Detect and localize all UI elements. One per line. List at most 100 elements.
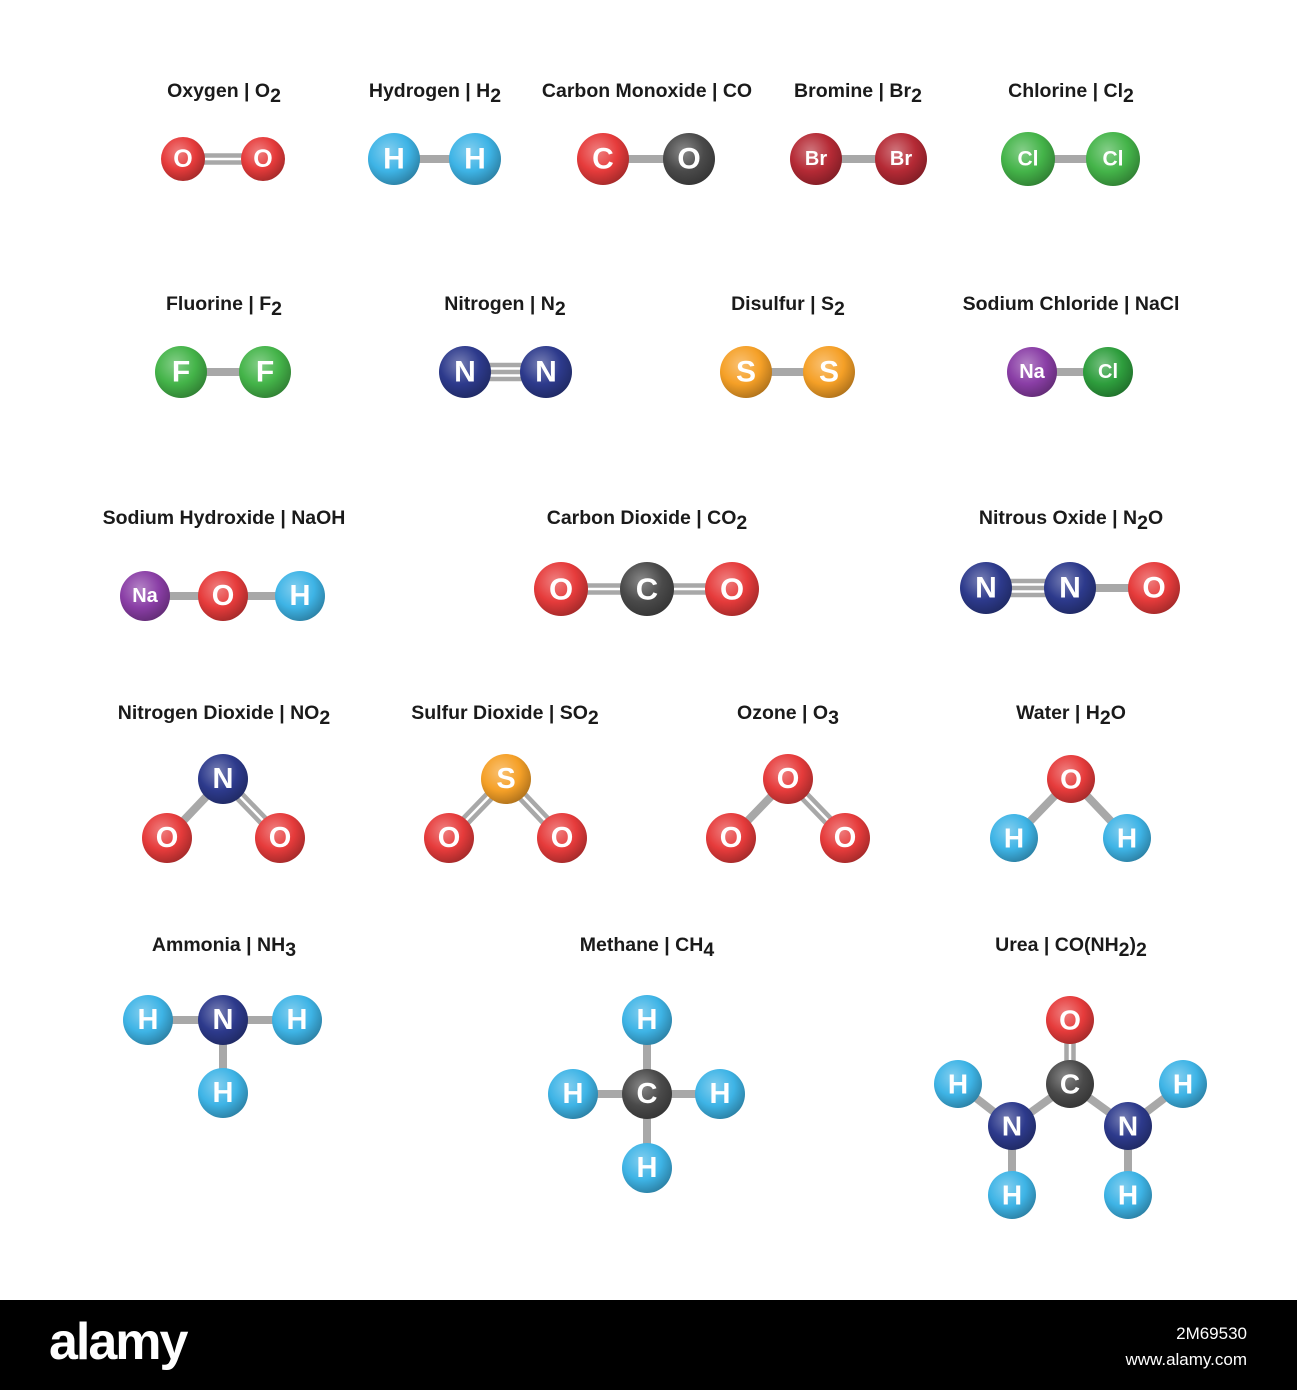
atom-sphere	[161, 137, 205, 181]
atom-sphere	[1044, 562, 1096, 614]
atom-sphere	[1083, 347, 1133, 397]
atom-label: H	[637, 1004, 658, 1036]
atom-sphere	[820, 813, 870, 863]
atom-sulfur-dioxide-1: O	[424, 813, 474, 863]
atom-label: H	[1002, 1180, 1022, 1211]
atom-sphere	[622, 1069, 672, 1119]
molecule-title-sodium-chloride: Sodium Chloride | NaCl	[963, 293, 1180, 315]
atom-label: S	[819, 356, 839, 389]
image-id: 2M69530	[1176, 1324, 1247, 1343]
atom-label: Br	[890, 148, 912, 170]
atom-carbon-monoxide-0: C	[577, 133, 629, 185]
atom-nitrous-oxide-2: O	[1128, 562, 1180, 614]
atom-label: H	[1118, 1180, 1138, 1211]
atom-sodium-chloride-1: Cl	[1083, 347, 1133, 397]
atom-urea-4: H	[934, 1060, 982, 1108]
atom-label: O	[1142, 572, 1165, 605]
atom-label: O	[438, 822, 461, 854]
atom-nitrogen-0: N	[439, 346, 491, 398]
atom-sphere	[424, 813, 474, 863]
atom-sphere	[198, 754, 248, 804]
atom-label: N	[535, 356, 557, 389]
atom-sphere	[520, 346, 572, 398]
atom-hydrogen-0: H	[368, 133, 420, 185]
atom-sphere	[1047, 755, 1095, 803]
atom-label: O	[834, 822, 857, 854]
atom-sphere	[705, 562, 759, 616]
atom-label: N	[1118, 1111, 1138, 1142]
molecule-diagram: O O H H C O Br Br Cl Cl F F N N S S Na Cl Na O H O C O N N O N O O S O O…	[103, 80, 1207, 1219]
atom-label: H	[464, 143, 486, 176]
atom-sphere	[1046, 1060, 1094, 1108]
molecule-title-sulfur-dioxide: Sulfur Dioxide | SO2	[411, 702, 599, 729]
atom-label: O	[720, 572, 744, 607]
atom-sphere	[620, 562, 674, 616]
atom-sphere	[1007, 347, 1057, 397]
atom-label: O	[212, 580, 235, 612]
atom-label: S	[736, 356, 756, 389]
atom-label: O	[549, 572, 573, 607]
atom-urea-0: C	[1046, 1060, 1094, 1108]
atom-ozone-0: O	[763, 754, 813, 804]
atom-sphere	[622, 995, 672, 1045]
atom-label: H	[563, 1078, 584, 1110]
molecule-title-nitrous-oxide: Nitrous Oxide | N2O	[979, 507, 1163, 534]
atom-label: Cl	[1098, 361, 1118, 383]
atom-sphere	[934, 1060, 982, 1108]
molecule-title-carbon-dioxide: Carbon Dioxide | CO2	[547, 507, 748, 534]
atom-sphere	[763, 754, 813, 804]
atom-oxygen-1: O	[241, 137, 285, 181]
atom-sphere	[439, 346, 491, 398]
atom-label: Na	[1019, 361, 1045, 383]
atom-nitrogen-dioxide-0: N	[198, 754, 248, 804]
atom-sphere	[548, 1069, 598, 1119]
atom-label: O	[1059, 1005, 1081, 1036]
atom-urea-1: O	[1046, 996, 1094, 1044]
atom-sphere	[241, 137, 285, 181]
atom-nitrogen-dioxide-2: O	[255, 813, 305, 863]
atom-nitrogen-dioxide-1: O	[142, 813, 192, 863]
atom-ammonia-2: H	[272, 995, 322, 1045]
atom-hydrogen-1: H	[449, 133, 501, 185]
alamy-logo: alamy	[49, 1313, 188, 1371]
atom-sphere	[481, 754, 531, 804]
atom-label: H	[710, 1078, 731, 1110]
atom-label: H	[383, 143, 405, 176]
atom-ozone-2: O	[820, 813, 870, 863]
atom-label: O	[1060, 764, 1082, 795]
molecule-title-chlorine: Chlorine | Cl2	[1008, 80, 1134, 107]
atom-fluorine-0: F	[155, 346, 207, 398]
atom-label: H	[287, 1004, 308, 1036]
atom-label: H	[948, 1069, 968, 1100]
molecule-title-hydrogen: Hydrogen | H2	[369, 80, 501, 107]
atom-label: H	[1117, 823, 1137, 854]
atom-carbon-dioxide-1: C	[620, 562, 674, 616]
atom-sphere	[803, 346, 855, 398]
atom-methane-3: H	[695, 1069, 745, 1119]
atom-label: O	[173, 145, 192, 173]
atom-label: C	[636, 572, 658, 607]
atom-chlorine-0: Cl	[1001, 132, 1055, 186]
atom-sphere	[275, 571, 325, 621]
atom-carbon-dioxide-2: O	[705, 562, 759, 616]
atom-urea-3: N	[1104, 1102, 1152, 1150]
atom-sphere	[368, 133, 420, 185]
atom-sphere	[1128, 562, 1180, 614]
atom-label: C	[592, 143, 614, 176]
atom-water-2: H	[1103, 814, 1151, 862]
atom-label: N	[213, 763, 234, 795]
atom-disulfur-0: S	[720, 346, 772, 398]
atom-nitrogen-1: N	[520, 346, 572, 398]
atom-label: Cl	[1103, 148, 1124, 171]
atom-label: H	[213, 1077, 234, 1109]
atom-sphere	[577, 133, 629, 185]
atom-sphere	[695, 1069, 745, 1119]
atom-label: O	[777, 763, 800, 795]
atom-label: O	[551, 822, 574, 854]
atom-methane-1: H	[622, 995, 672, 1045]
atom-label: N	[1059, 572, 1081, 605]
atom-sodium-hydroxide-1: O	[198, 571, 248, 621]
atom-sphere	[120, 571, 170, 621]
atom-label: H	[138, 1004, 159, 1036]
atom-sphere	[720, 346, 772, 398]
